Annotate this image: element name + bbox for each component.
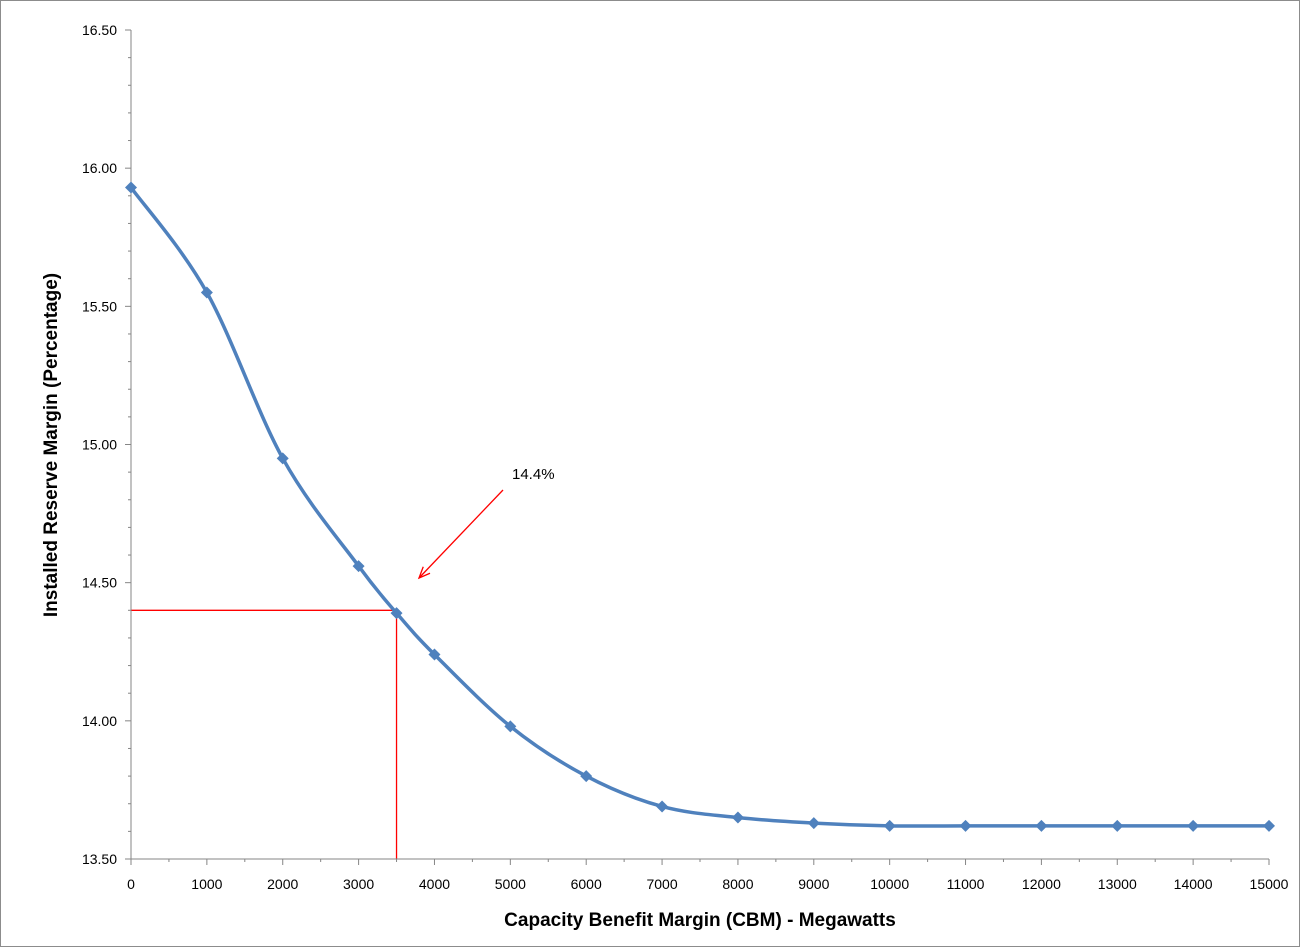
data-point-marker — [656, 800, 669, 813]
x-tick-label: 3000 — [343, 876, 374, 892]
y-tick-label: 13.50 — [82, 851, 117, 867]
data-point-marker — [276, 452, 289, 465]
y-tick-label: 14.50 — [82, 575, 117, 591]
reference-lines — [131, 609, 398, 859]
y-tick-label: 16.50 — [82, 22, 117, 38]
x-tick-label: 0 — [127, 876, 135, 892]
x-tick-label: 15000 — [1250, 876, 1289, 892]
x-tick-label: 13000 — [1098, 876, 1137, 892]
data-point-marker — [1035, 819, 1048, 832]
series-line — [129, 186, 1269, 828]
x-tick-label: 8000 — [722, 876, 753, 892]
x-axis-title: Capacity Benefit Margin (CBM) - Megawatt… — [504, 910, 896, 931]
annotation-label: 14.4% — [512, 466, 555, 483]
x-tick-label: 5000 — [495, 876, 526, 892]
data-point-marker — [1111, 819, 1124, 832]
data-point-marker — [883, 819, 896, 832]
annotation: 14.4% — [417, 466, 555, 580]
data-point-marker — [428, 648, 441, 661]
data-point-marker — [807, 817, 820, 830]
x-tick-label: 10000 — [870, 876, 909, 892]
y-tick-label: 14.00 — [82, 713, 117, 729]
data-point-marker — [731, 811, 744, 824]
data-point-marker — [504, 720, 517, 733]
data-point-marker — [580, 770, 593, 783]
y-tick-label: 15.00 — [82, 437, 117, 453]
data-point-marker — [200, 286, 213, 299]
y-axis-title: Installed Reserve Margin (Percentage) — [41, 273, 62, 617]
series-layer — [125, 181, 1275, 832]
axes: 0 1000 2000 3000 4000 5000 6000 7000 8000 9000 100… — [82, 22, 1289, 892]
x-tick-label: 6000 — [571, 876, 602, 892]
y-tick-label: 16.00 — [82, 160, 117, 176]
data-point-marker — [959, 819, 972, 832]
data-point-marker — [125, 181, 137, 194]
annotation-arrow — [418, 489, 504, 579]
x-tick-label: 9000 — [798, 876, 829, 892]
data-point-marker — [1187, 819, 1200, 832]
x-tick-label: 2000 — [267, 876, 298, 892]
data-point-marker — [390, 607, 403, 620]
annotation-arrowhead — [417, 566, 431, 580]
x-tick-label: 7000 — [646, 876, 677, 892]
x-tick-label: 12000 — [1022, 876, 1061, 892]
x-tick-label: 11000 — [947, 876, 985, 892]
x-tick-label: 4000 — [419, 876, 450, 892]
data-point-marker — [1263, 819, 1275, 832]
x-tick-label: 1000 — [191, 876, 222, 892]
x-tick-label: 14000 — [1174, 876, 1213, 892]
data-point-marker — [352, 560, 365, 573]
y-tick-label: 15.50 — [82, 298, 117, 314]
